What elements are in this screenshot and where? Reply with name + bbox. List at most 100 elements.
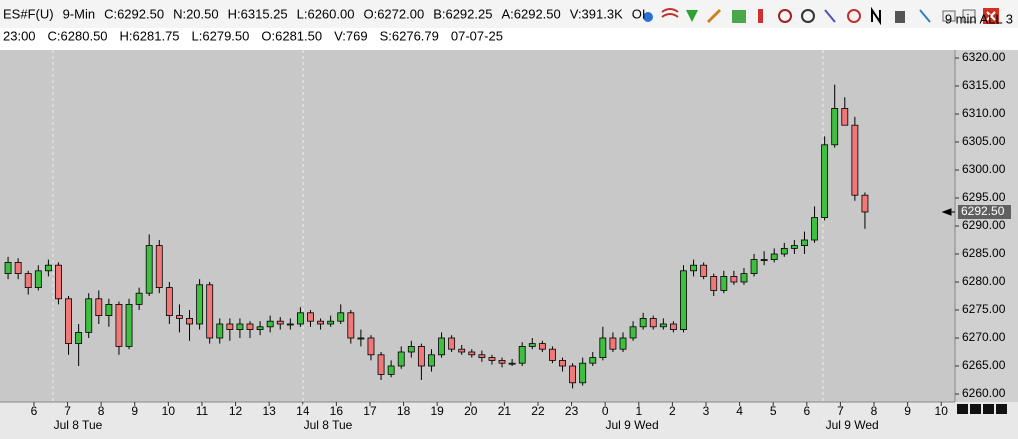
header-field: C:6280.50 xyxy=(48,28,108,43)
header-field: V:391.3K xyxy=(570,6,623,21)
candle-body xyxy=(307,312,314,322)
header-field: S:6276.79 xyxy=(380,28,439,43)
icon[interactable] xyxy=(758,9,763,23)
candle-body xyxy=(186,317,193,325)
icon[interactable] xyxy=(661,8,679,18)
candle-body xyxy=(105,303,113,316)
corner-squares xyxy=(957,404,1007,414)
y-tick-label: 6285.00 xyxy=(962,246,1006,260)
icon[interactable] xyxy=(686,10,698,22)
candle-body xyxy=(730,275,738,283)
candle-body xyxy=(690,264,697,272)
candle-body xyxy=(790,245,798,249)
candle-body xyxy=(639,317,647,328)
candle-body xyxy=(559,359,566,367)
icon[interactable] xyxy=(871,6,881,26)
icon[interactable] xyxy=(643,12,653,22)
candle-body xyxy=(821,144,829,219)
header-field: 9-Min xyxy=(63,6,96,21)
x-tick-label: 0 xyxy=(602,404,609,418)
x-tick-label: 17 xyxy=(363,404,377,418)
candle-body xyxy=(417,345,425,367)
candle-body xyxy=(448,337,456,350)
candle-body xyxy=(176,315,183,319)
candle-body xyxy=(216,323,224,339)
candle-body xyxy=(145,245,153,294)
candle-body xyxy=(629,326,637,339)
candle-body xyxy=(44,264,52,272)
icon[interactable] xyxy=(778,9,792,23)
y-tick-label: 6275.00 xyxy=(962,302,1006,316)
square xyxy=(970,404,981,414)
icon[interactable] xyxy=(706,8,722,24)
candle-body xyxy=(811,217,818,241)
candle-body xyxy=(851,124,859,196)
x-tick-label: 7 xyxy=(837,404,844,418)
x-tick-label: 16 xyxy=(330,404,344,418)
x-tick-label: 7 xyxy=(64,404,71,418)
icon[interactable] xyxy=(824,9,836,23)
square xyxy=(983,404,994,414)
day-label: Jul 9 Wed xyxy=(826,418,879,432)
icon[interactable] xyxy=(942,10,956,22)
candle-body xyxy=(589,357,597,364)
x-tick-label: 13 xyxy=(262,404,276,418)
x-tick-label: 20 xyxy=(464,404,478,418)
candle-body xyxy=(155,245,163,288)
time-axis xyxy=(0,402,1018,439)
candle-body xyxy=(85,298,93,333)
candle-body xyxy=(659,323,667,328)
candle-body xyxy=(266,320,274,328)
candle-body xyxy=(337,312,345,322)
candle-body xyxy=(438,337,445,356)
header-field: A:6292.50 xyxy=(501,6,560,21)
x-tick-label: 19 xyxy=(430,404,444,418)
info-bar xyxy=(0,28,1018,50)
candle-body xyxy=(14,261,22,274)
icon[interactable] xyxy=(847,9,861,23)
x-tick-label: 21 xyxy=(498,404,512,418)
header-field: H:6315.25 xyxy=(228,6,288,21)
candle-body xyxy=(498,359,506,364)
x-tick-label: 1 xyxy=(635,404,642,418)
candle-body xyxy=(55,264,62,300)
candle-body xyxy=(246,323,254,330)
header-field: H:6281.75 xyxy=(120,28,180,43)
candle-body xyxy=(569,365,577,384)
icon xyxy=(986,11,996,21)
candle-body xyxy=(206,284,214,339)
candle-body xyxy=(528,343,536,347)
icon[interactable] xyxy=(919,9,931,23)
header-field: L:6260.00 xyxy=(297,6,355,21)
price-axis xyxy=(955,50,1018,402)
candle-body xyxy=(700,264,708,277)
y-tick-label: 6320.00 xyxy=(962,50,1006,64)
icon[interactable] xyxy=(895,11,905,23)
icon[interactable] xyxy=(801,9,815,23)
candle-body xyxy=(256,326,264,330)
candle-body xyxy=(397,351,405,367)
x-tick-label: 18 xyxy=(397,404,411,418)
candle-body xyxy=(115,303,123,347)
icon[interactable] xyxy=(732,10,746,23)
icon[interactable] xyxy=(962,9,976,23)
day-label: Jul 8 Tue xyxy=(304,418,353,432)
candle-body xyxy=(680,270,687,330)
header-field: O:6281.50 xyxy=(261,28,322,43)
x-tick-label: 5 xyxy=(770,404,777,418)
last-price-arrow xyxy=(941,208,955,216)
header-field: O:6272.00 xyxy=(363,6,424,21)
y-tick-label: 6310.00 xyxy=(962,106,1006,120)
candle-body xyxy=(458,348,466,353)
candle-body xyxy=(317,320,324,325)
toolbar-icons xyxy=(643,6,999,26)
x-tick-label: 10 xyxy=(935,404,949,418)
candle-body xyxy=(760,259,768,261)
y-tick-label: 6305.00 xyxy=(962,134,1006,148)
candle-body xyxy=(720,275,728,291)
candle-body xyxy=(377,354,385,375)
candle-body xyxy=(518,345,526,364)
candle-body xyxy=(710,275,718,291)
day-label: Jul 9 Wed xyxy=(606,418,659,432)
x-tick-label: 9 xyxy=(131,404,138,418)
